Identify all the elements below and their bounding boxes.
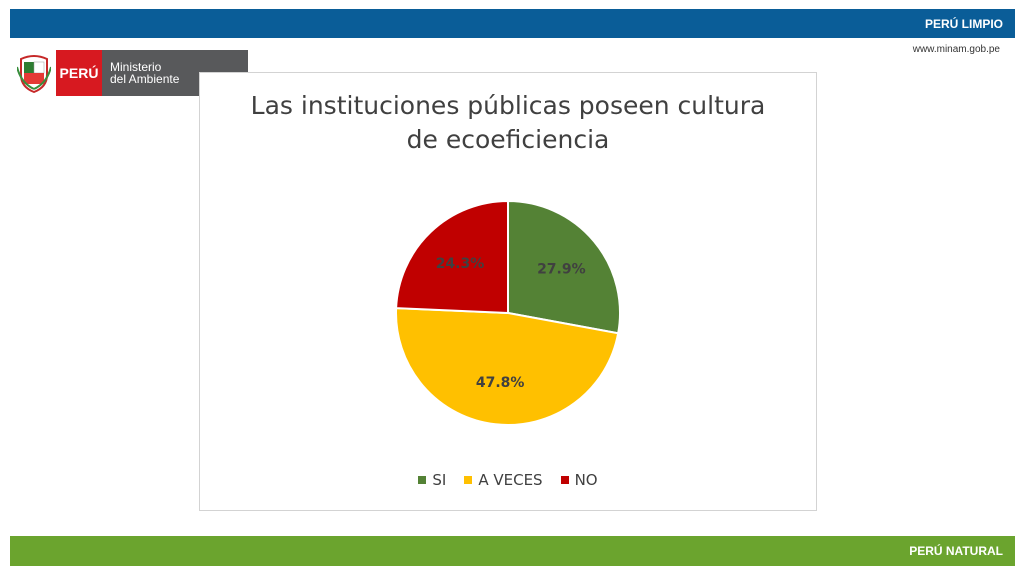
legend-item-no: NO (560, 471, 598, 489)
site-url[interactable]: www.minam.gob.pe (912, 44, 1000, 55)
bottom-banner-label: PERÚ NATURAL (909, 544, 1003, 558)
pie-chart: 27.9% 47.8% 24.3% (395, 199, 621, 427)
logo-ministry: Ministerio del Ambiente (102, 50, 248, 96)
coat-of-arms-icon (14, 50, 54, 96)
legend-label-si: SI (432, 471, 447, 489)
logo-ministry-line1: Ministerio (110, 60, 162, 74)
pie-slice-no (395, 199, 509, 315)
pie-slice-a-veces (395, 307, 620, 427)
logo-country: PERÚ (56, 50, 102, 96)
legend-item-a-veces: A VECES (464, 471, 543, 489)
pie-label-si: 27.9% (537, 262, 586, 278)
bottom-banner: PERÚ NATURAL (10, 536, 1015, 566)
top-banner: PERÚ LIMPIO (10, 9, 1015, 38)
logo-ministry-line2: del Ambiente (110, 72, 180, 86)
legend-swatch-a-veces (464, 476, 473, 484)
chart-container: Las instituciones públicas poseen cultur… (199, 72, 817, 511)
ministry-logo: PERÚ Ministerio del Ambiente (14, 50, 248, 96)
legend-swatch-no (560, 476, 569, 484)
legend-label-no: NO (574, 471, 598, 489)
top-banner-label: PERÚ LIMPIO (924, 16, 1003, 31)
chart-title-line2: de ecoeficiencia (406, 125, 610, 154)
chart-title: Las instituciones públicas poseen cultur… (200, 89, 816, 157)
legend-item-si: SI (418, 471, 446, 489)
chart-legend: SI A VECES NO (200, 471, 816, 489)
chart-title-line1: Las instituciones públicas poseen cultur… (250, 91, 766, 120)
pie-label-no: 24.3% (436, 256, 485, 272)
pie-label-a-veces: 47.8% (476, 375, 525, 391)
legend-swatch-si (418, 476, 427, 484)
pie-slice-si (507, 199, 621, 335)
legend-label-a-veces: A VECES (478, 471, 543, 489)
